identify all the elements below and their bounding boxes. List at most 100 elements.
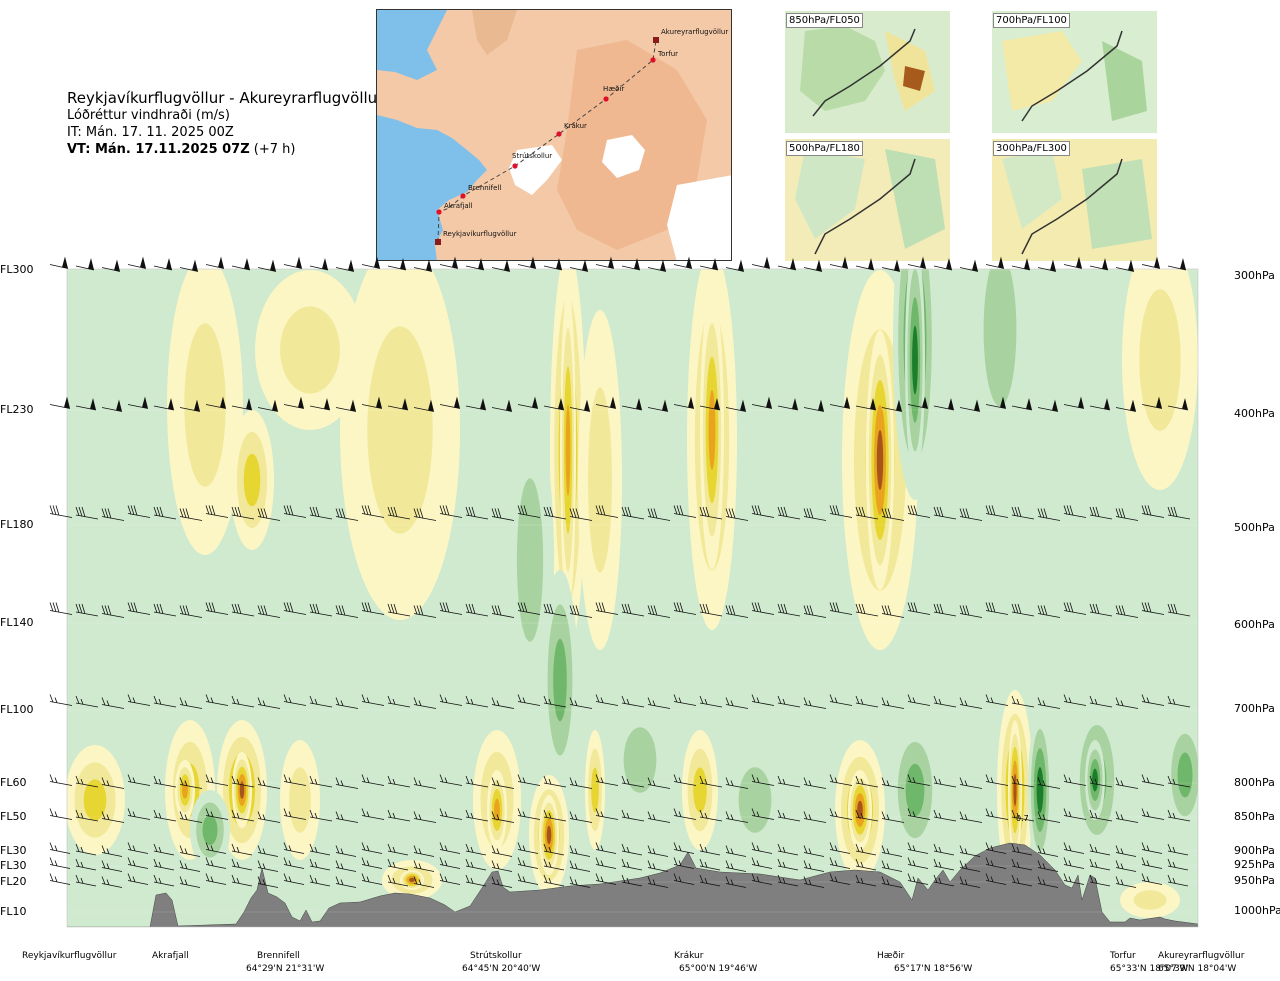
route-point-airport [435, 239, 441, 245]
wind-barb [595, 256, 615, 269]
location-coord: 65°33'N 18°07'W [1110, 964, 1189, 974]
wind-barb [283, 774, 307, 786]
wind-barb [569, 259, 589, 272]
wind-barb [205, 808, 229, 820]
wind-barb [647, 508, 671, 521]
wind-barb [387, 843, 409, 856]
wind-barb [881, 811, 905, 823]
wind-barb [595, 857, 617, 869]
wind-barb [543, 843, 565, 856]
wind-barb [491, 259, 511, 272]
wind-barb [283, 694, 307, 706]
location-name: Reykjavíkurflugvöllur [22, 951, 117, 961]
wind-barb [543, 398, 565, 411]
wind-barb [725, 811, 749, 823]
wind-barb [985, 602, 1009, 615]
wind-barb [517, 694, 541, 706]
wind-barb [725, 399, 747, 412]
wind-barb [1037, 811, 1061, 823]
wind-barb [1167, 603, 1191, 617]
level-map-850-label: 850hPa/FL050 [786, 13, 863, 28]
wind-barb [491, 697, 515, 709]
wind-barb [439, 842, 461, 854]
wind-barb [179, 605, 203, 618]
wind-barb [543, 506, 567, 520]
wind-barb [907, 694, 931, 706]
map-glacier [509, 145, 562, 195]
wind-barb [959, 777, 983, 789]
wind-barb [959, 605, 983, 618]
map-glacier [602, 135, 645, 178]
wind-barb [751, 694, 775, 706]
wind-barb [309, 506, 333, 520]
wind-barb [153, 858, 175, 871]
wind-barb [1141, 396, 1163, 409]
wind-barb [387, 258, 407, 271]
wind-barb [803, 777, 827, 789]
field-contour [409, 877, 415, 883]
wind-barb [75, 858, 97, 871]
left-axis-label: FL50 [0, 810, 27, 823]
wind-barb [517, 256, 537, 269]
level-map-500: 500hPa/FL180 [785, 139, 950, 261]
wind-barb [1167, 506, 1191, 520]
location-name: Torfur [1110, 951, 1136, 961]
left-axis-label: FL30 [0, 844, 27, 857]
wind-barb [1089, 506, 1113, 520]
wind-barb [413, 777, 437, 789]
wind-barb [647, 259, 667, 272]
right-axis-label: 1000hPa [1234, 904, 1280, 917]
field-contour [983, 269, 1017, 407]
route-point-label: Strútskollur [512, 152, 552, 160]
wind-barb [387, 506, 411, 520]
route-point [556, 131, 562, 137]
wind-barb [361, 505, 385, 518]
wind-barb [413, 860, 435, 872]
wind-barb [257, 399, 279, 412]
cross-section-plot: 0.7 [49, 256, 1199, 928]
wind-barb [361, 396, 383, 409]
wind-barb [647, 860, 669, 872]
wind-barb [439, 396, 461, 409]
wind-barb [1089, 775, 1113, 788]
wind-barb [1089, 843, 1111, 856]
right-axis-label: 950hPa [1234, 874, 1275, 887]
field-contour [239, 781, 245, 799]
wind-barb [933, 809, 957, 822]
wind-barb [517, 808, 541, 820]
field-contour [912, 325, 918, 395]
route-point-label: Akrafjall [444, 202, 473, 210]
wind-barb [933, 695, 957, 708]
wind-barb [309, 258, 329, 271]
wind-barb [803, 811, 827, 823]
wind-barb [647, 399, 669, 412]
route-map-svg: Akureyrarflugvöllur Torfur Hæðir Krákur Strú… [377, 10, 731, 260]
wind-barb [153, 809, 177, 822]
wind-barb [647, 845, 669, 857]
wind-barb [283, 857, 305, 869]
wind-barb [335, 876, 357, 888]
wind-barb [881, 860, 903, 872]
wind-barb [777, 603, 801, 617]
wind-barb [387, 858, 409, 871]
wind-barb [1063, 694, 1087, 706]
field-contour [905, 763, 925, 817]
wind-barb [1011, 695, 1035, 708]
wind-barb [933, 398, 955, 411]
wind-barb [699, 506, 723, 520]
wind-barb [283, 808, 307, 820]
wind-barb [361, 694, 385, 706]
wind-barb [777, 858, 799, 871]
wind-barb [309, 809, 333, 822]
wind-barb [49, 857, 71, 869]
wind-barb [1167, 858, 1189, 871]
wind-barb [413, 697, 437, 709]
wind-barb [101, 777, 125, 789]
wind-barb [959, 811, 983, 823]
wind-barb [101, 399, 123, 412]
location-coord: 64°45'N 20°40'W [462, 964, 541, 974]
level-map-shade [885, 149, 945, 249]
wind-barb [465, 775, 489, 788]
wind-barb [907, 396, 929, 409]
wind-barb [1037, 399, 1059, 412]
